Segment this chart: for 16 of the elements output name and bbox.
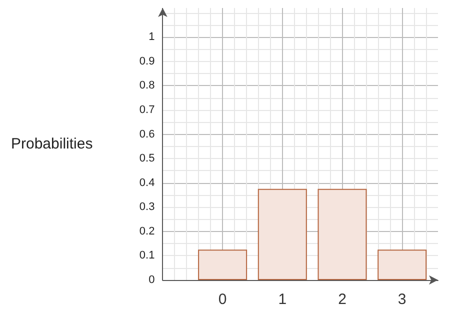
x-tick-label: 0 bbox=[218, 291, 227, 308]
y-tick-label: 0.8 bbox=[139, 80, 155, 92]
y-tick-label: 1 bbox=[148, 31, 155, 44]
y-tick-label: 0.3 bbox=[139, 201, 155, 214]
y-tick-label: 0.5 bbox=[139, 152, 155, 165]
y-tick-label: 0.6 bbox=[139, 128, 155, 140]
y-tick-label: 0 bbox=[148, 274, 155, 286]
y-tick-label: 0.2 bbox=[139, 225, 155, 238]
y-tick-label: 0.9 bbox=[139, 55, 155, 68]
y-tick-label: 0.4 bbox=[139, 176, 155, 189]
x-tick-label: 3 bbox=[398, 291, 406, 308]
y-tick-label: 0.7 bbox=[139, 104, 155, 116]
y-axis-title: Probabilities bbox=[10, 136, 93, 152]
x-tick-label: 1 bbox=[278, 291, 287, 308]
x-tick-label: 2 bbox=[338, 291, 346, 308]
y-tick-label: 0.1 bbox=[139, 250, 155, 262]
